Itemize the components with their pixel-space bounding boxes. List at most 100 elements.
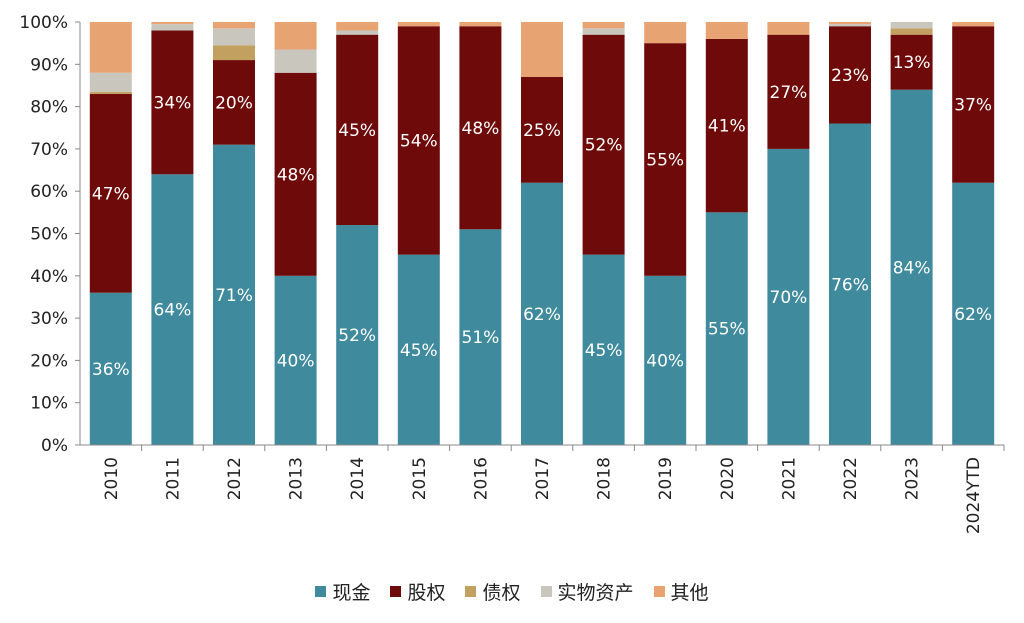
bar-segment [705,212,748,445]
bar-segment [213,144,255,446]
data-label: 45% [338,121,376,141]
bar-segment [521,22,563,77]
legend-item-debt: 债权 [465,578,521,605]
x-tick-label: 2014 [348,457,368,500]
bar-segment [397,22,440,27]
y-tick-label: 20% [30,351,68,371]
x-tick-label: 2018 [595,457,615,500]
bar-segment [151,24,194,31]
data-label: 52% [585,136,623,156]
bar-segment [890,28,933,35]
x-tick-label: 2013 [287,457,307,500]
bar-segment [336,225,379,445]
bar-segment [767,34,810,149]
x-tick-label: 2023 [903,457,923,500]
bar-segment [829,123,871,446]
bar-segment [952,182,995,446]
x-tick-label: 2020 [718,457,738,500]
data-label: 23% [831,66,869,86]
y-tick-label: 60% [30,182,68,202]
bar-segment [459,22,502,27]
bar-segment [705,38,748,213]
data-label: 47% [92,184,130,204]
y-tick-label: 70% [30,140,68,160]
legend-swatch-equity [390,586,402,597]
bar-segment [213,60,255,145]
bar-segment [274,22,317,50]
bar-segment [705,22,748,39]
x-tick-label: 2019 [656,457,676,500]
bar-segment [890,22,933,29]
data-label: 25% [523,121,561,141]
bar-segment [336,30,379,35]
bar-segment [336,34,379,226]
bar-segment [151,22,194,25]
bar-segment [644,22,687,44]
x-tick-label: 2024YTD [964,457,984,534]
bar-segment [397,26,440,255]
x-axis: 2010 2011 2012 2013 2014 2015 2016 2017 2018 2019… [80,444,1005,534]
bar-segment [274,49,317,73]
bar-segment [89,72,132,92]
bar-segment [582,254,625,445]
legend-item-equity: 股权 [390,578,445,605]
legend-label-other: 其他 [670,582,709,604]
data-label: 84% [893,258,931,278]
y-tick-label: 50% [30,225,68,245]
data-label: 13% [893,53,931,73]
data-label: 45% [585,341,623,361]
data-label: 45% [400,341,438,361]
y-tick-label: 100% [19,13,68,33]
data-label: 40% [646,351,684,371]
data-label: 48% [462,119,500,139]
bar-segment [274,275,317,445]
data-label: 41% [708,117,746,137]
data-label: 54% [400,131,438,151]
legend-label-cash: 现金 [332,582,371,604]
bar-segment [952,22,995,27]
x-tick-label: 2022 [841,457,861,500]
bar-segment [521,76,563,183]
y-tick-label: 40% [30,267,68,287]
data-label: 70% [770,288,808,308]
bar-segment [829,26,871,124]
bar-segment [644,275,687,445]
data-label: 76% [831,275,869,295]
bar-segment [397,254,440,445]
bar-segment [459,229,502,445]
data-label: 51% [462,328,500,348]
bar-segment [151,30,194,175]
data-label: 37% [954,95,992,115]
data-label: 52% [338,326,376,346]
y-tick-label: 30% [30,309,68,329]
legend-label-debt: 债权 [482,582,521,604]
legend-label-equity: 股权 [407,582,446,604]
x-tick-label: 2012 [225,457,245,500]
y-tick-label: 90% [30,55,68,75]
data-label: 64% [154,301,192,321]
y-axis: 0% 10% 20% 30% 40% 50% 60% 70% 80% 90% 100% [19,13,81,456]
y-tick-label: 0% [41,436,68,456]
x-tick-label: 2011 [163,457,183,500]
bar-segment [890,34,933,90]
bar-segment [952,26,995,183]
bar-segment [213,45,255,61]
stacked-bar-chart: 0% 10% 20% 30% 40% 50% 60% 70% 80% 90% 100% 36% 47%… [19,13,1005,534]
bar-segment [582,28,625,35]
data-label: 62% [954,305,992,325]
bars: 36% 47% 64% 34% 71% 20% 40% 48% 52% 45% 45% 54% 51% 4… [89,22,995,446]
data-label: 62% [523,305,561,325]
x-tick-label: 2010 [102,457,122,500]
bar-segment [213,22,255,29]
data-label: 55% [708,320,746,340]
legend-swatch-other [653,586,665,597]
y-tick-label: 10% [30,394,68,414]
data-label: 40% [277,351,315,371]
bar-segment [521,182,563,446]
legend: 现金 股权 债权 实物资产 其他 [0,578,1024,605]
data-label: 20% [215,93,253,113]
bar-segment [89,22,132,73]
data-label: 48% [277,165,315,185]
y-tick-label: 80% [30,98,68,118]
x-tick-label: 2016 [471,457,491,500]
